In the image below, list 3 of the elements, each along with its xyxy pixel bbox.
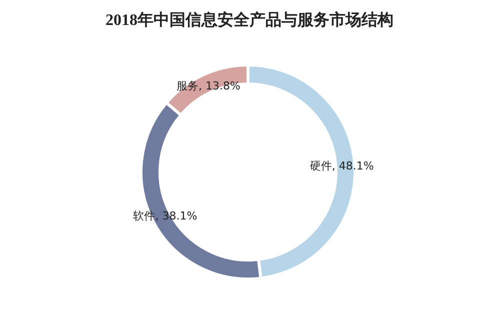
slice-label: 服务, 13.8% — [176, 80, 240, 93]
slice-label: 硬件, 48.1% — [310, 159, 374, 172]
chart-title: 2018年中国信息安全产品与服务市场结构 — [106, 10, 394, 29]
